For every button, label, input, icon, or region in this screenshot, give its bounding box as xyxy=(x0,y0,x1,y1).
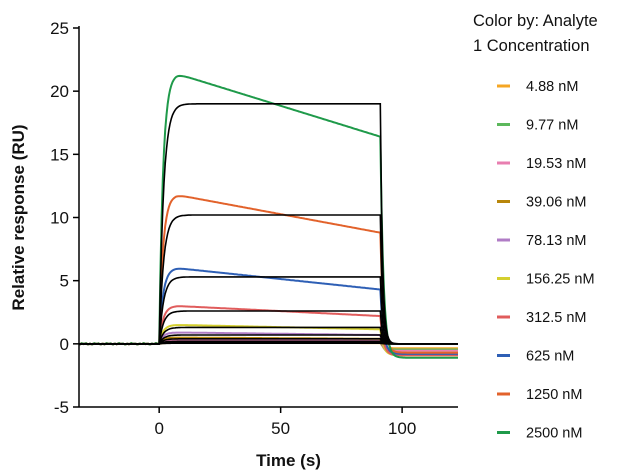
legend-label-19-53-nm: 19.53 nM xyxy=(526,156,586,172)
y-axis-title: Relative response (RU) xyxy=(9,124,28,310)
y-tick-label: 5 xyxy=(60,272,69,291)
legend-label-625-nm: 625 nM xyxy=(526,349,574,365)
y-tick-label: 25 xyxy=(50,19,69,38)
legend-label-312-5-nm: 312.5 nM xyxy=(526,310,586,326)
y-tick-label: 20 xyxy=(50,82,69,101)
x-axis-title: Time (s) xyxy=(256,451,321,470)
y-tick-label: 0 xyxy=(60,335,69,354)
legend-label-156-25-nm: 156.25 nM xyxy=(526,272,595,288)
legend: Color by: Analyte 1 Concentration 4.88 nM 9… xyxy=(473,12,598,442)
x-tick-label: 50 xyxy=(271,419,290,438)
legend-label-2500-nm: 2500 nM xyxy=(526,426,582,442)
plot-area xyxy=(79,74,458,359)
y-tick-label: 15 xyxy=(50,145,69,164)
series-line-2500-nm xyxy=(79,74,458,359)
legend-label-39-06-nm: 39.06 nM xyxy=(526,195,586,211)
legend-label-9-77-nm: 9.77 nM xyxy=(526,118,578,134)
fit-line-2500-nm xyxy=(79,103,458,345)
fit-curves xyxy=(79,103,458,345)
fit-line-1250-nm xyxy=(79,214,458,345)
legend-title-line: 1 Concentration xyxy=(473,37,590,55)
data-curves xyxy=(79,74,458,359)
legend-label-78-13-nm: 78.13 nM xyxy=(526,233,586,249)
legend-label-1250-nm: 1250 nM xyxy=(526,387,582,403)
y-tick-label: 10 xyxy=(50,209,69,228)
series-line-1250-nm xyxy=(79,195,458,354)
x-tick-label: 0 xyxy=(154,419,163,438)
y-tick-label: -5 xyxy=(54,398,69,417)
axes: -5 0 5 10 15 20 25 0 50 100 Time (s) Relative respo… xyxy=(9,19,458,470)
legend-label-4-88-nm: 4.88 nM xyxy=(526,79,578,95)
legend-title-line: Color by: Analyte xyxy=(473,12,598,30)
x-tick-label: 100 xyxy=(388,419,416,438)
